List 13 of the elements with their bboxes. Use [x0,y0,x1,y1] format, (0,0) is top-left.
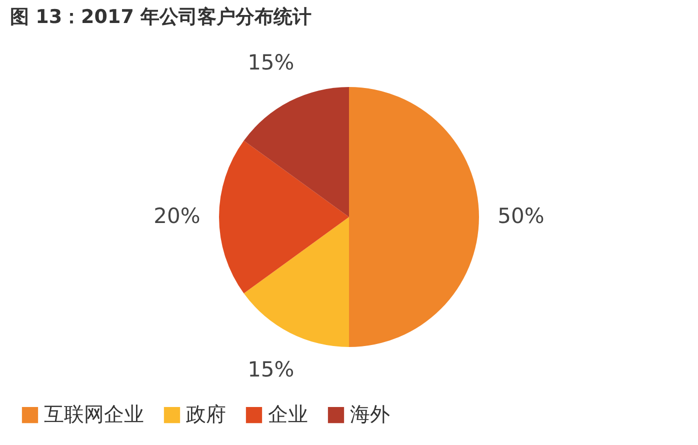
pie-slice [244,87,349,217]
pie-slice [219,140,349,294]
data-label: 15% [248,50,294,75]
chart-title: 图 13：2017 年公司客户分布统计 [10,6,312,28]
legend-label: 海外 [350,402,390,426]
data-label: 20% [154,204,200,228]
legend-label: 企业 [268,402,308,426]
pie-slice [244,217,349,347]
legend-label: 政府 [186,402,226,426]
data-label: 15% [248,357,294,382]
legend-label: 互联网企业 [44,402,144,426]
data-label: 50% [498,204,544,228]
pie-slice [349,87,479,347]
